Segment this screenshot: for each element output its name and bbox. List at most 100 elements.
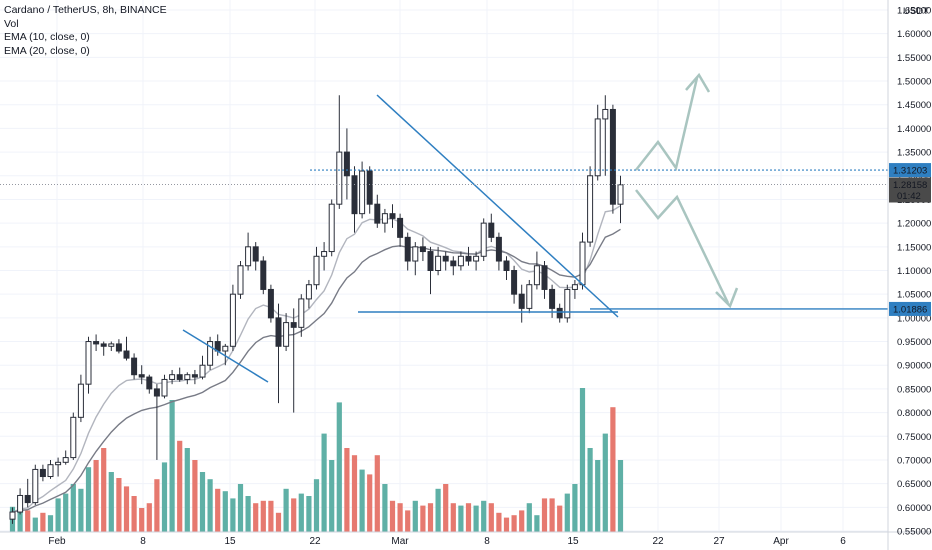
candle bbox=[564, 284, 571, 323]
candle bbox=[412, 242, 419, 276]
bullish-projection-path bbox=[635, 77, 699, 172]
volume-bar bbox=[359, 469, 365, 532]
candle bbox=[609, 104, 616, 214]
candle bbox=[518, 284, 525, 323]
volume-bar bbox=[564, 493, 570, 532]
candle bbox=[533, 251, 540, 290]
volume-bar bbox=[420, 505, 426, 532]
candle bbox=[587, 166, 594, 247]
candle-body bbox=[222, 345, 229, 352]
candle bbox=[381, 208, 388, 233]
candle-body bbox=[343, 151, 350, 177]
legend-volume[interactable]: Vol bbox=[4, 17, 19, 30]
time-tick-label: Mar bbox=[391, 536, 409, 547]
grid bbox=[0, 0, 888, 532]
candle-body bbox=[397, 217, 404, 238]
volume-bar bbox=[549, 498, 555, 532]
candle bbox=[579, 232, 586, 290]
time-axis-bg bbox=[0, 532, 932, 550]
candle bbox=[602, 95, 609, 176]
volume-bar bbox=[519, 510, 525, 532]
volume-bar bbox=[503, 517, 510, 532]
candle-body bbox=[93, 341, 100, 345]
candle bbox=[267, 284, 274, 323]
candle bbox=[298, 294, 305, 337]
candle-body bbox=[549, 288, 556, 309]
volume-bar bbox=[367, 474, 373, 532]
volume-bar bbox=[412, 500, 418, 532]
candle bbox=[24, 478, 31, 508]
candle bbox=[123, 336, 130, 361]
ema-lines bbox=[12, 205, 621, 513]
price-axis-unit: USDT bbox=[903, 6, 929, 17]
volume-bar bbox=[177, 440, 183, 532]
candle bbox=[556, 303, 563, 323]
legend-ema10[interactable]: EMA (10, close, 0) bbox=[4, 31, 90, 43]
volume-bar bbox=[534, 515, 540, 532]
volume-bar bbox=[230, 498, 236, 532]
volume-bar bbox=[123, 486, 130, 532]
candle bbox=[39, 464, 46, 482]
volume-bar bbox=[131, 496, 137, 532]
candle-body bbox=[9, 511, 16, 520]
candle bbox=[511, 265, 518, 304]
volume-bar bbox=[595, 460, 601, 532]
volume-bar bbox=[405, 510, 411, 532]
candle bbox=[222, 343, 229, 366]
candle-body bbox=[533, 265, 540, 286]
candle-body bbox=[275, 317, 282, 347]
volume-bar bbox=[526, 503, 532, 532]
candle bbox=[594, 104, 601, 181]
current-price-badge bbox=[889, 177, 931, 203]
volume-bar bbox=[275, 512, 282, 532]
candle-body bbox=[245, 246, 252, 267]
volume-bar bbox=[572, 484, 578, 532]
candle-body bbox=[366, 170, 373, 205]
legend-ema20[interactable]: EMA (20, close, 0) bbox=[4, 44, 90, 57]
candle-body bbox=[351, 175, 358, 215]
candle-body bbox=[556, 307, 563, 319]
candle bbox=[435, 246, 442, 276]
volume-bar bbox=[602, 433, 608, 532]
candle-body bbox=[39, 468, 46, 478]
candle-body bbox=[465, 255, 472, 262]
volume-bar bbox=[253, 503, 259, 532]
candle-body bbox=[457, 255, 464, 267]
volume-bar bbox=[344, 448, 350, 532]
price-line-lower-badge bbox=[889, 301, 931, 316]
volume-bar bbox=[465, 503, 472, 532]
volume-bar bbox=[192, 460, 198, 532]
candle bbox=[427, 246, 434, 295]
price-tick-label: 0.80000 bbox=[897, 408, 931, 419]
legend-symbol[interactable]: Cardano / TetherUS, 8h, BINANCE bbox=[4, 4, 167, 16]
candle-body bbox=[85, 341, 92, 385]
candle bbox=[571, 279, 578, 299]
volume-bar bbox=[321, 433, 327, 532]
volume-bar bbox=[245, 496, 251, 532]
candle-body bbox=[77, 383, 84, 418]
volume-bar bbox=[610, 407, 616, 532]
price-line-lower-label: 1.01886 bbox=[893, 304, 927, 315]
volume-bar bbox=[55, 498, 61, 532]
volume-bar bbox=[313, 479, 320, 532]
candle-body bbox=[602, 108, 609, 120]
candle bbox=[374, 194, 381, 228]
candle-body bbox=[480, 222, 487, 257]
candle bbox=[503, 256, 510, 280]
volume-bar bbox=[351, 455, 358, 532]
candle-body bbox=[442, 255, 449, 262]
candle-body bbox=[55, 461, 62, 466]
volume-bar bbox=[85, 467, 92, 532]
candle-body bbox=[488, 222, 495, 238]
volume-bar bbox=[283, 488, 289, 532]
candle-body bbox=[321, 251, 328, 257]
candle-body bbox=[146, 376, 153, 390]
volume-bar bbox=[146, 503, 152, 532]
candle-body bbox=[435, 255, 442, 272]
volume-bar bbox=[207, 479, 213, 532]
trendline-drawings[interactable] bbox=[0, 72, 888, 383]
candle-body bbox=[115, 343, 122, 352]
candle-body bbox=[153, 388, 160, 397]
candle-body bbox=[24, 494, 31, 504]
